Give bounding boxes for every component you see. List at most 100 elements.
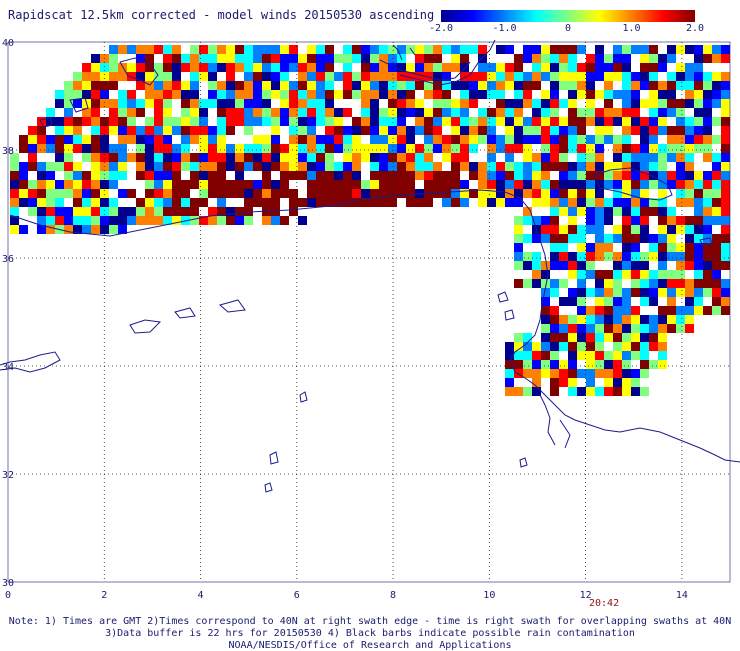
wind-cell [37,117,46,126]
wind-cell [289,144,298,153]
wind-cell [91,216,100,225]
wind-cell [190,81,199,90]
wind-cell [262,81,271,90]
wind-cell [613,333,622,342]
wind-cell [685,252,694,261]
wind-cell [649,198,658,207]
wind-cell [532,351,541,360]
wind-cell [415,81,424,90]
wind-cell [64,108,73,117]
wind-cell [514,54,523,63]
wind-cell [262,153,271,162]
wind-cell [118,108,127,117]
wind-cell [541,189,550,198]
wind-cell [613,324,622,333]
wind-cell [154,162,163,171]
wind-cell [640,171,649,180]
wind-cell [253,144,262,153]
wind-cell [568,369,577,378]
wind-cell [127,63,136,72]
wind-cell [487,117,496,126]
wind-cell [370,54,379,63]
wind-cell [523,180,532,189]
wind-cell [505,351,514,360]
wind-cell [514,90,523,99]
wind-cell [667,108,676,117]
wind-cell [604,108,613,117]
wind-cell [442,90,451,99]
wind-cell [442,108,451,117]
wind-cell [64,126,73,135]
wind-cell [577,279,586,288]
longitude-tick-label: 14 [675,590,688,601]
wind-cell [649,135,658,144]
wind-cell [505,198,514,207]
wind-cell [289,207,298,216]
note-line-2: 3)Data buffer is 22 hrs for 20150530 4) … [105,628,635,639]
wind-cell [478,45,487,54]
wind-cell [532,234,541,243]
wind-cell [586,189,595,198]
wind-cell [667,216,676,225]
wind-cell [127,135,136,144]
wind-cell [460,72,469,81]
wind-cell [685,180,694,189]
wind-cell [262,90,271,99]
wind-cell [154,108,163,117]
wind-cell [550,315,559,324]
wind-cell [136,171,145,180]
wind-cell [235,90,244,99]
latitude-tick-label: 38 [2,146,15,157]
wind-cell [298,162,307,171]
wind-cell [631,198,640,207]
wind-cell [658,108,667,117]
wind-cell [523,162,532,171]
wind-cell [352,54,361,63]
wind-cell [523,81,532,90]
wind-cell [199,117,208,126]
wind-cell [397,144,406,153]
wind-cell [190,216,199,225]
wind-cell [10,216,19,225]
wind-cell [397,135,406,144]
wind-cell [37,198,46,207]
wind-cell [613,108,622,117]
wind-cell [361,126,370,135]
wind-cell [676,45,685,54]
wind-cell [370,108,379,117]
wind-cell [658,288,667,297]
wind-cell [37,189,46,198]
wind-cell [550,81,559,90]
wind-cell [622,144,631,153]
wind-cell [694,81,703,90]
wind-cell [631,315,640,324]
wind-cell [127,72,136,81]
wind-cell [136,108,145,117]
wind-cell [559,189,568,198]
wind-cell [604,234,613,243]
wind-cell [415,198,424,207]
coastline-north-africa [9,189,740,463]
wind-cell [118,171,127,180]
wind-cell [289,153,298,162]
wind-cell [361,189,370,198]
wind-cell [217,108,226,117]
wind-cell [640,225,649,234]
wind-cell [145,207,154,216]
wind-cell [280,108,289,117]
wind-cell [631,126,640,135]
wind-cell [505,162,514,171]
wind-cell [100,171,109,180]
wind-cell [559,198,568,207]
wind-cell [280,90,289,99]
colorbar-tick-label: 0 [564,23,572,34]
wind-cell [451,180,460,189]
wind-cell [694,171,703,180]
wind-cell [217,171,226,180]
wind-cell [163,207,172,216]
wind-cell [685,171,694,180]
wind-cell [118,117,127,126]
wind-cell [631,306,640,315]
wind-cell [577,162,586,171]
wind-cell [172,117,181,126]
